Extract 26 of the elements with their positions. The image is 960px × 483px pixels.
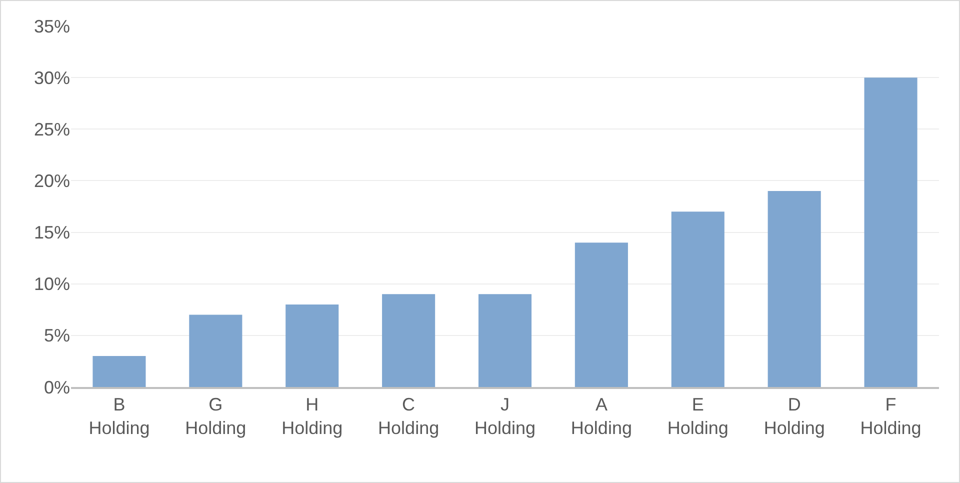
bar	[864, 78, 918, 387]
x-tick-label: D Holding	[764, 394, 825, 438]
y-tick-label: 25%	[34, 119, 70, 140]
bar	[768, 191, 821, 387]
y-tick-label: 30%	[34, 68, 70, 88]
y-tick-label: 20%	[34, 171, 70, 192]
y-tick-label: 10%	[34, 274, 70, 294]
x-tick-label: F Holding	[860, 394, 922, 438]
y-tick-label: 35%	[34, 16, 70, 36]
x-tick-label: C Holding	[378, 394, 440, 438]
y-tick-label: 15%	[34, 222, 70, 243]
y-tick-label: 0%	[44, 377, 70, 398]
x-tick-label: J Holding	[474, 394, 536, 438]
bar	[189, 314, 242, 387]
x-tick-label: H Holding	[282, 394, 343, 438]
bar	[671, 212, 724, 387]
bar	[92, 356, 146, 387]
bar	[478, 294, 532, 387]
x-tick-label: A Holding	[570, 394, 632, 438]
x-tick-label: G Holding	[185, 394, 246, 438]
bar	[286, 304, 339, 387]
x-tick-label: E Holding	[667, 394, 728, 438]
y-tick-label: 5%	[44, 326, 70, 346]
bar	[574, 242, 628, 387]
bar	[382, 294, 436, 387]
x-tick-label: B Holding	[88, 394, 150, 438]
